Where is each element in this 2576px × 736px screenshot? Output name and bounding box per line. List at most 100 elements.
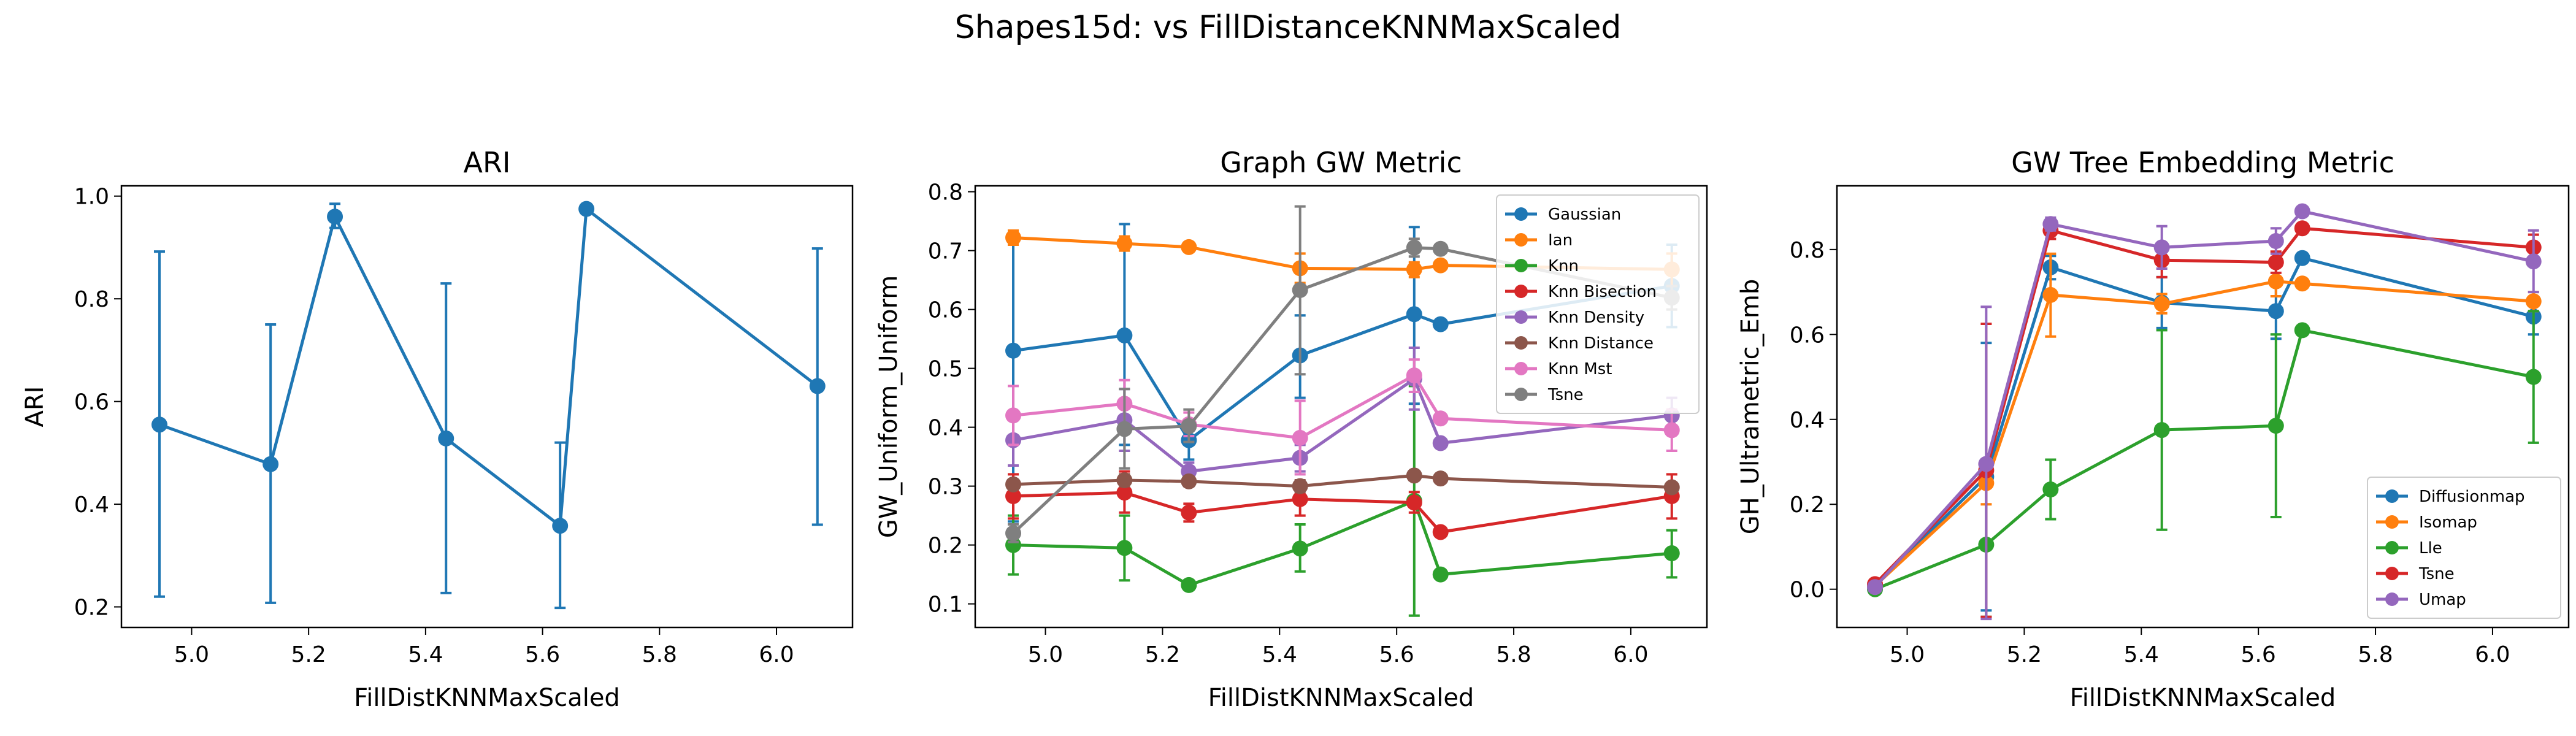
legend-item-gaussian: Gaussian — [1505, 205, 1621, 224]
data-point — [1005, 488, 1022, 504]
data-point — [2267, 254, 2284, 270]
data-point — [578, 201, 595, 217]
x-tick-label: 5.0 — [1890, 642, 1925, 667]
data-point — [2294, 250, 2310, 266]
data-point — [1292, 282, 1308, 298]
data-point — [552, 518, 569, 534]
legend-item-umap: Umap — [2376, 591, 2466, 609]
data-point — [151, 416, 167, 433]
legend-item-knn-mst: Knn Mst — [1505, 360, 1612, 378]
data-point — [1406, 261, 1422, 278]
data-point — [1116, 236, 1133, 252]
data-point — [2042, 286, 2059, 303]
y-tick-label: 0.1 — [928, 592, 963, 618]
legend-swatch-marker — [1514, 336, 1528, 350]
x-tick-label: 6.0 — [759, 642, 794, 667]
data-point — [1432, 240, 1449, 257]
x-tick-label: 5.0 — [174, 642, 209, 667]
legend: Gaussian Ian Knn Knn Bisection Knn Density Kn… — [1496, 194, 1700, 414]
y-tick-label: 0.5 — [928, 357, 963, 382]
y-tick-label: 1.0 — [74, 185, 109, 210]
data-point — [1116, 327, 1133, 343]
x-tick-label: 5.2 — [1145, 642, 1180, 667]
x-tick-label: 6.0 — [2475, 642, 2510, 667]
panel-title: ARI — [464, 146, 511, 179]
data-point — [2525, 369, 2542, 385]
data-point — [1406, 239, 1422, 256]
data-point — [1432, 316, 1449, 332]
data-point — [1005, 476, 1022, 493]
data-point — [2153, 296, 2170, 312]
data-point — [1432, 435, 1449, 451]
data-point — [2267, 233, 2284, 249]
data-point — [1116, 485, 1133, 501]
x-tick-label: 5.8 — [1496, 642, 1531, 667]
legend-item-tsne: Tsne — [2376, 565, 2455, 583]
data-point — [1181, 418, 1197, 434]
legend-swatch-marker — [1514, 207, 1528, 221]
legend-item-knn-bisection: Knn Bisection — [1505, 283, 1657, 301]
legend-item-diffusionmap: Diffusionmap — [2376, 488, 2525, 506]
y-tick-label: 0.0 — [1790, 578, 1825, 603]
ari-panel: ARI FillDistKNNMaxScaled ARI 5.0 5.2 5.4 5.6 5.… — [21, 146, 854, 712]
data-point — [1005, 525, 1022, 542]
data-point — [2294, 275, 2310, 292]
legend-swatch-marker — [2385, 592, 2399, 606]
data-point — [1181, 239, 1197, 255]
data-point — [2525, 253, 2542, 270]
legend-swatch-marker — [2385, 489, 2399, 503]
legend-frame — [1496, 194, 1700, 414]
data-point — [1181, 504, 1197, 521]
legend-label: Tsne — [2418, 565, 2455, 583]
legend-item-tsne: Tsne — [1505, 386, 1584, 404]
data-point — [2294, 220, 2310, 237]
series-umap — [1867, 203, 2542, 621]
x-tick-label: 5.0 — [1028, 642, 1063, 667]
legend-frame — [2367, 477, 2561, 619]
legend-swatch-marker — [1514, 388, 1528, 401]
data-point — [263, 456, 279, 472]
data-point — [809, 378, 826, 394]
x-axis-label: FillDistKNNMaxScaled — [2070, 684, 2336, 712]
data-point — [2267, 273, 2284, 289]
legend-item-ian: Ian — [1505, 231, 1573, 250]
y-tick-label: 0.6 — [1790, 323, 1825, 348]
legend-swatch-marker — [2385, 515, 2399, 529]
data-point — [1406, 367, 1422, 384]
legend-label: Knn Distance — [1548, 334, 1654, 353]
y-tick-label: 0.6 — [74, 390, 109, 415]
x-tick-label: 5.8 — [642, 642, 677, 667]
data-point — [2267, 418, 2284, 434]
legend-label: Ian — [1548, 231, 1573, 250]
y-tick-label: 0.3 — [928, 475, 963, 500]
data-point — [1116, 472, 1133, 488]
data-point — [2153, 422, 2170, 439]
data-point — [1432, 566, 1449, 583]
data-point — [2294, 203, 2310, 220]
y-tick-label: 0.4 — [928, 416, 963, 441]
legend: Diffusionmap Isomap Lle Tsne Umap — [2367, 477, 2561, 619]
data-point — [1432, 524, 1449, 540]
x-tick-label: 5.2 — [2007, 642, 2042, 667]
x-tick-label: 5.4 — [1262, 642, 1297, 667]
panel-title: Graph GW Metric — [1220, 146, 1462, 179]
data-point — [1663, 479, 1680, 496]
data-point — [2042, 481, 2059, 497]
data-point — [1867, 579, 1884, 596]
y-tick-label: 0.6 — [928, 298, 963, 323]
data-point — [1406, 306, 1422, 323]
data-point — [1005, 342, 1022, 359]
x-tick-label: 5.6 — [525, 642, 560, 667]
y-tick-label: 0.8 — [928, 180, 963, 205]
x-tick-label: 5.6 — [1379, 642, 1414, 667]
data-point — [1005, 407, 1022, 424]
legend-label: Lle — [2419, 539, 2442, 558]
legend-label: Isomap — [2419, 513, 2477, 532]
legend-item-knn-distance: Knn Distance — [1505, 334, 1654, 353]
series-knn-distance — [1005, 467, 1680, 496]
data-point — [1116, 421, 1133, 437]
data-point — [1432, 257, 1449, 274]
legend-label: Knn Mst — [1548, 360, 1612, 378]
data-point — [2267, 303, 2284, 320]
